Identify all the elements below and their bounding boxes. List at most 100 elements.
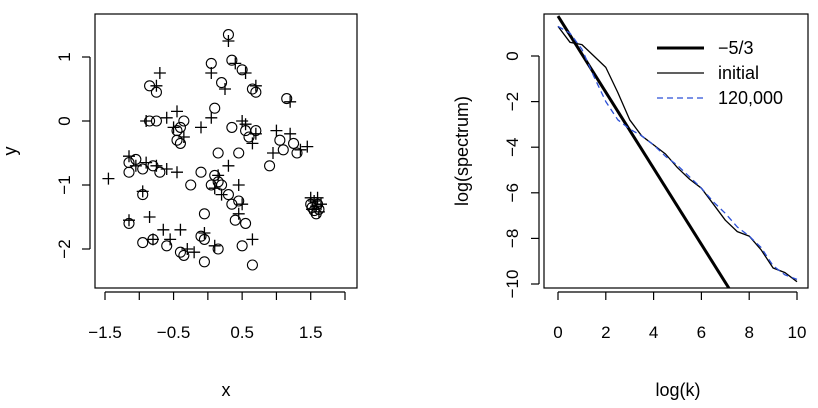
scatter-point-plus-27: [129, 159, 142, 172]
scatter-point-plus-5: [150, 79, 163, 92]
scatter-point-circle-57: [212, 243, 224, 255]
scatter-point-plus-46: [188, 246, 201, 259]
scatter-x-tick-label-2: 0.5: [230, 323, 254, 342]
scatter-x-axis-label: x: [222, 380, 231, 400]
scatter-point-plus-34: [215, 188, 228, 201]
scatter-point-plus-49: [246, 233, 259, 246]
spectrum-x-tick-label-5: 10: [788, 323, 807, 342]
scatter-point-circle-32: [137, 163, 149, 175]
scatter-point-circle-25: [291, 147, 303, 159]
scatter-point-circle-1: [226, 54, 238, 66]
scatter-point-circle-45: [240, 217, 252, 229]
spectrum-y-tick-label-1: −8: [503, 229, 522, 248]
spectrum-x-tick-label-4: 8: [744, 323, 753, 342]
scatter-point-circle-53: [178, 249, 190, 261]
scatter-point-plus-4: [153, 67, 166, 79]
scatter-point-plus-53: [311, 191, 324, 204]
spectrum-x-tick-label-0: 0: [553, 323, 562, 342]
spectrum-x-ticks: 0 2 4 6 8 10: [553, 291, 807, 342]
scatter-point-plus-42: [157, 223, 170, 236]
scatter-point-plus-10: [160, 111, 173, 124]
scatter-point-plus-31: [171, 166, 183, 179]
scatter-point-plus-15: [205, 111, 218, 124]
scatter-point-circle-23: [277, 144, 289, 156]
scatter-point-circle-24: [288, 137, 300, 149]
scatter-point-plus-0: [222, 35, 235, 47]
scatter-point-circle-43: [233, 195, 245, 207]
scatter-point-circle-22: [274, 134, 286, 146]
spectrum-legend: −5/3 initial 120,000: [657, 38, 783, 108]
scatter-point-plus-33: [208, 182, 221, 195]
scatter-point-plus-14: [195, 121, 207, 134]
scatter-point-plus-3: [239, 67, 252, 79]
scatter-point-plus-57: [312, 205, 325, 218]
legend-label-2: 120,000: [718, 88, 783, 108]
scatter-point-circle-46: [198, 208, 210, 220]
scatter-point-plus-20: [270, 124, 283, 137]
scatter-point-circle-20: [243, 131, 255, 143]
legend-label-1: initial: [718, 63, 759, 83]
scatter-point-circle-52: [174, 246, 186, 258]
spectrum-plot-frame: [543, 13, 809, 289]
scatter-point-plus-13: [177, 131, 190, 143]
scatter-plot-frame: [94, 13, 358, 289]
scatter-point-plus-18: [249, 127, 262, 140]
scatter-point-plus-48: [208, 239, 221, 252]
spectrum-series-line-1: [557, 26, 798, 283]
scatter-point-plus-38: [136, 185, 149, 198]
scatter-y-ticks: −2 −1 0 1: [55, 52, 91, 259]
scatter-point-circle-49: [137, 237, 149, 249]
spectrum-x-axis-label: log(k): [655, 380, 700, 400]
scatter-point-plus-26: [123, 150, 135, 163]
scatter-point-plus-30: [160, 163, 173, 175]
scatter-point-circle-40: [185, 179, 197, 191]
scatter-point-plus-8: [284, 95, 297, 108]
scatter-point-circle-11: [150, 115, 162, 127]
scatter-point-plus-24: [267, 147, 279, 159]
scatter-point-circle-44: [229, 214, 241, 226]
spectrum-x-tick-label-2: 4: [649, 323, 658, 342]
spectrum-y-tick-label-5: 0: [503, 51, 522, 60]
scatter-point-circle-39: [195, 166, 207, 178]
scatter-point-plus-2: [205, 67, 218, 79]
scatter-point-plus-47: [198, 227, 211, 239]
scatter-point-plus-52: [308, 195, 321, 207]
scatter-point-circle-6: [216, 77, 228, 89]
scatter-point-plus-1: [229, 57, 242, 70]
scatter-point-circle-27: [233, 147, 245, 159]
scatter-point-circle-28: [264, 160, 276, 172]
spectrum-y-ticks: −10 −8 −6 −4 −2 0: [503, 51, 540, 299]
scatter-y-tick-label-1: −1: [55, 175, 74, 194]
scatter-point-circle-17: [209, 102, 221, 114]
scatter-x-tick-label-0: −1.5: [88, 323, 122, 342]
spectrum-y-tick-label-3: −4: [503, 138, 522, 157]
scatter-point-plus-56: [310, 200, 323, 213]
scatter-point-circle-3: [236, 64, 248, 76]
scatter-point-plus-41: [147, 233, 159, 246]
scatter-point-plus-23: [301, 140, 314, 153]
scatter-point-plus-21: [284, 127, 297, 140]
spectrum-x-tick-label-3: 6: [697, 323, 706, 342]
scatter-point-plus-19: [246, 137, 259, 150]
scatter-x-tick-label-1: −0.5: [157, 323, 191, 342]
scatter-point-circle-18: [226, 121, 238, 133]
scatter-point-plus-32: [212, 169, 225, 182]
scatter-point-plus-39: [123, 214, 135, 227]
scatter-point-plus-9: [140, 115, 153, 127]
scatter-point-circle-54: [195, 230, 207, 242]
spectrum-x-tick-label-1: 2: [601, 323, 610, 342]
scatter-point-plus-11: [171, 105, 183, 118]
scatter-point-circle-58: [236, 240, 248, 252]
spectrum-y-tick-label-0: −10: [503, 270, 522, 299]
scatter-point-plus-6: [219, 83, 231, 95]
spectrum-panel: 0 2 4 6 8 10 −10−8−6−4−20 −5/3initial120,000 …: [452, 13, 809, 400]
scatter-point-plus-44: [174, 223, 187, 236]
scatter-point-plus-22: [294, 143, 307, 156]
scatter-point-circle-34: [154, 166, 166, 178]
scatter-point-circle-38: [205, 179, 217, 191]
scatter-point-plus-25: [222, 159, 235, 172]
scatter-y-tick-label-3: 1: [55, 52, 74, 61]
scatter-y-axis-label: y: [0, 147, 20, 156]
scatter-point-circle-51: [161, 240, 173, 252]
